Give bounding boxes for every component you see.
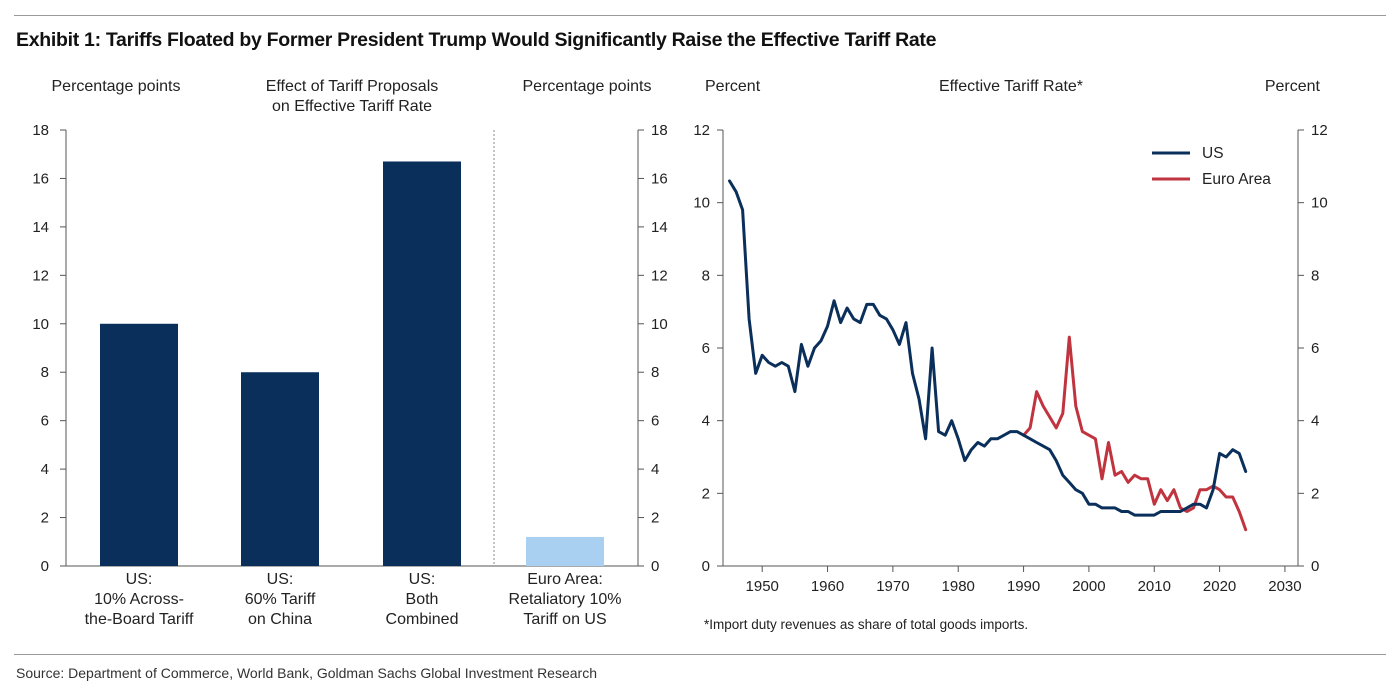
- bar-ytick-right-label: 6: [651, 413, 659, 430]
- line-ytick-right-label: 10: [1311, 195, 1328, 212]
- bar-category-label: 10% Across-: [94, 591, 184, 608]
- line-ylabel-right: Percent: [1265, 78, 1321, 95]
- bar-ytick-left-label: 2: [41, 510, 49, 527]
- line-ytick-right-label: 4: [1311, 413, 1319, 430]
- bar-category-label: US:: [126, 571, 153, 588]
- bar-ylabel-left: Percentage points: [52, 78, 181, 95]
- bar-category-label: the-Board Tariff: [85, 611, 194, 628]
- bar-ytick-left-label: 12: [32, 267, 49, 284]
- legend-label: Euro Area: [1202, 171, 1271, 188]
- bar-ytick-right-label: 18: [651, 122, 668, 139]
- top-rule: [14, 15, 1386, 16]
- line-ytick-left-label: 6: [702, 340, 710, 357]
- bar-ytick-left-label: 6: [41, 413, 49, 430]
- bar-category-label: US:: [409, 571, 436, 588]
- bar-category-label: Euro Area:: [527, 571, 603, 588]
- line-ytick-left-label: 8: [702, 267, 710, 284]
- line-xtick-label: 2010: [1138, 578, 1171, 595]
- line-chart-title: Effective Tariff Rate*: [939, 78, 1083, 95]
- bar-category-label: Both: [406, 591, 439, 608]
- line-ytick-left-label: 12: [693, 122, 710, 139]
- bar-category-label: US:: [267, 571, 294, 588]
- line-footnote: *Import duty revenues as share of total …: [704, 617, 1028, 632]
- line-ytick-left-label: 4: [702, 413, 710, 430]
- bar: [100, 323, 178, 566]
- bar-ytick-left-label: 10: [32, 316, 49, 333]
- line-xtick-label: 1960: [811, 578, 844, 595]
- bar-category-label: Tariff on US: [523, 611, 606, 628]
- line-xtick-label: 1970: [876, 578, 909, 595]
- bar-ytick-right-label: 8: [651, 364, 659, 381]
- line-xtick-label: 2030: [1268, 578, 1301, 595]
- line-ytick-right-label: 12: [1311, 122, 1328, 139]
- bar-ytick-right-label: 12: [651, 267, 668, 284]
- bar: [241, 372, 319, 566]
- bar-chart-title-line: Effect of Tariff Proposals: [266, 78, 439, 95]
- bar-category-label: on China: [248, 611, 312, 628]
- bar: [383, 161, 461, 566]
- bar-ytick-right-label: 4: [651, 461, 659, 478]
- line-ytick-left-label: 0: [702, 558, 710, 575]
- line-ytick-left-label: 2: [702, 485, 710, 502]
- bar-category-label: Retaliatory 10%: [509, 591, 622, 608]
- bar-ytick-right-label: 10: [651, 316, 668, 333]
- bar-ylabel-right: Percentage points: [523, 78, 652, 95]
- line-xtick-label: 1980: [942, 578, 975, 595]
- bar-chart-title-line: on Effective Tariff Rate: [272, 98, 432, 115]
- line-xtick-label: 2000: [1072, 578, 1105, 595]
- line-ylabel-left: Percent: [705, 78, 761, 95]
- bar-ytick-left-label: 18: [32, 122, 49, 139]
- bar-chart: Percentage points Percentage points Effect…: [32, 78, 668, 628]
- bottom-rule: [14, 654, 1386, 655]
- bar-ytick-right-label: 16: [651, 170, 668, 187]
- bar-ytick-left-label: 8: [41, 364, 49, 381]
- source-note: Source: Department of Commerce, World Ba…: [16, 665, 597, 681]
- line-xtick-label: 2020: [1203, 578, 1236, 595]
- line-chart: Percent Percent Effective Tariff Rate* 0 0 2 2…: [693, 78, 1328, 632]
- line-ytick-right-label: 2: [1311, 485, 1319, 502]
- bar: [526, 536, 604, 566]
- exhibit-title: Exhibit 1: Tariffs Floated by Former Pre…: [16, 29, 937, 51]
- bar-category-label: Combined: [386, 611, 459, 628]
- legend-label: US: [1202, 145, 1224, 162]
- bar-ytick-right-label: 2: [651, 510, 659, 527]
- line-ytick-right-label: 6: [1311, 340, 1319, 357]
- line-ytick-right-label: 0: [1311, 558, 1319, 575]
- line-ytick-left-label: 10: [693, 195, 710, 212]
- bar-ytick-right-label: 0: [651, 558, 659, 575]
- euro-area-series-line: [1022, 335, 1248, 532]
- bar-category-label: 60% Tariff: [245, 591, 316, 608]
- bar-ytick-left-label: 4: [41, 461, 49, 478]
- bar-ytick-left-label: 14: [32, 219, 49, 236]
- bar-ytick-right-label: 14: [651, 219, 668, 236]
- line-xtick-label: 1990: [1007, 578, 1040, 595]
- bar-ytick-left-label: 16: [32, 170, 49, 187]
- line-xtick-label: 1950: [746, 578, 779, 595]
- bar-ytick-left-label: 0: [41, 558, 49, 575]
- line-ytick-right-label: 8: [1311, 267, 1319, 284]
- us-series-line: [728, 179, 1248, 517]
